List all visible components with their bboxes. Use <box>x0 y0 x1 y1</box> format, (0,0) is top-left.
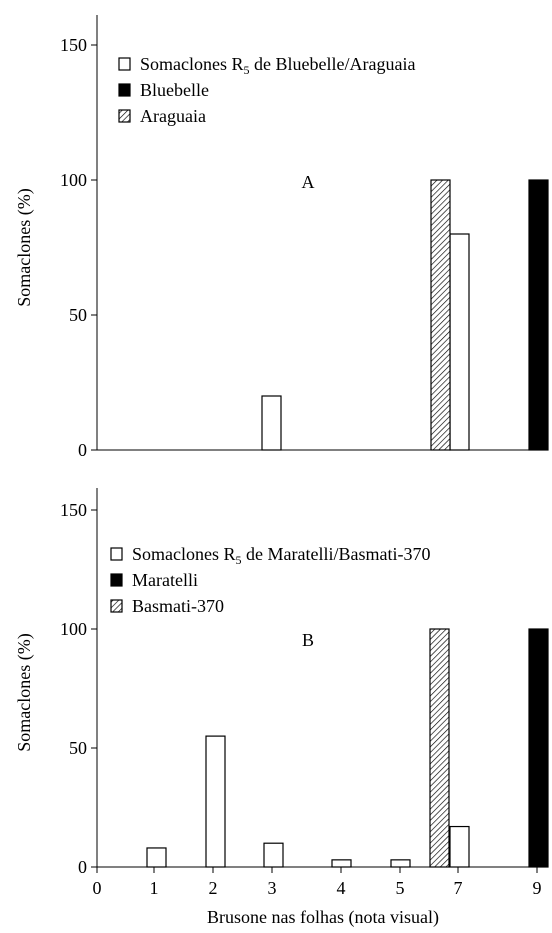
bar-open-x3 <box>261 395 282 451</box>
bar-open-x7 <box>449 233 470 451</box>
x-tick-label: 5 <box>396 878 405 898</box>
y-tick-label: 0 <box>78 857 87 877</box>
legend-entry: Maratelli <box>132 570 198 590</box>
y-axis-label: Somaclones (%) <box>14 633 35 751</box>
x-axis-label: Brusone nas folhas (nota visual) <box>207 907 439 928</box>
y-tick-label: 100 <box>60 619 87 639</box>
y-axis-label: Somaclones (%) <box>14 188 35 306</box>
legend-entry: Bluebelle <box>140 80 209 100</box>
legend-swatch-hatched <box>118 109 131 123</box>
x-tick-label: 7 <box>454 878 463 898</box>
y-tick-label: 150 <box>60 35 87 55</box>
legend-swatch-open <box>118 57 131 71</box>
panel-label: A <box>302 172 315 192</box>
legend-entry: Somaclones R5 de Bluebelle/Araguaia <box>140 54 415 77</box>
chart-panel-a: 0 50 100 150 Somaclones (%) A Somaclones R5 de… <box>14 15 549 460</box>
legend: Somaclones R5 de Maratelli/Basmati-370 Ma… <box>110 544 430 616</box>
legend-swatch-solid <box>118 83 131 97</box>
y-tick-label: 50 <box>69 738 87 758</box>
x-tick-label: 9 <box>533 878 542 898</box>
bar-hatched-x5 <box>429 628 450 868</box>
x-tick-label: 0 <box>93 878 102 898</box>
y-tick-label: 150 <box>60 500 87 520</box>
legend: Somaclones R5 de Bluebelle/Araguaia Blueb… <box>118 54 415 126</box>
y-tick-label: 50 <box>69 305 87 325</box>
y-tick-label: 0 <box>78 440 87 460</box>
bar-solid-x9 <box>528 179 549 451</box>
x-tick-label: 2 <box>209 878 218 898</box>
chart-panel-b: 0 50 100 150 Somaclones (%) 0 1 2 3 4 5 7 9 Brusone n… <box>14 488 549 928</box>
bar-solid-x9 <box>528 628 549 868</box>
legend-swatch-open <box>110 547 123 561</box>
x-tick-label: 4 <box>337 878 346 898</box>
legend-entry: Araguaia <box>140 106 206 126</box>
y-tick-label: 100 <box>60 170 87 190</box>
bar-open-x3 <box>263 842 284 868</box>
bar-hatched-x5 <box>430 179 451 451</box>
legend-entry: Basmati-370 <box>132 596 224 616</box>
panel-label: B <box>302 630 314 650</box>
bar-open-x4 <box>331 859 352 868</box>
legend-swatch-solid <box>110 573 123 587</box>
x-tick-label: 3 <box>268 878 277 898</box>
bar-open-x1 <box>146 847 167 868</box>
x-tick-label: 1 <box>150 878 159 898</box>
legend-swatch-hatched <box>110 599 123 613</box>
bar-open-x2 <box>205 735 226 868</box>
bar-open-x7 <box>449 825 470 868</box>
bar-open-x5 <box>390 859 411 868</box>
legend-entry: Somaclones R5 de Maratelli/Basmati-370 <box>132 544 430 567</box>
